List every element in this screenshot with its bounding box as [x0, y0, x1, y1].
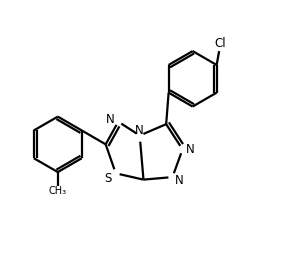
- Text: S: S: [105, 172, 112, 185]
- Text: Cl: Cl: [215, 37, 226, 50]
- Text: N: N: [135, 124, 144, 137]
- Text: N: N: [186, 143, 194, 156]
- Text: N: N: [175, 174, 184, 187]
- Text: N: N: [106, 113, 114, 126]
- Text: CH₃: CH₃: [49, 186, 67, 197]
